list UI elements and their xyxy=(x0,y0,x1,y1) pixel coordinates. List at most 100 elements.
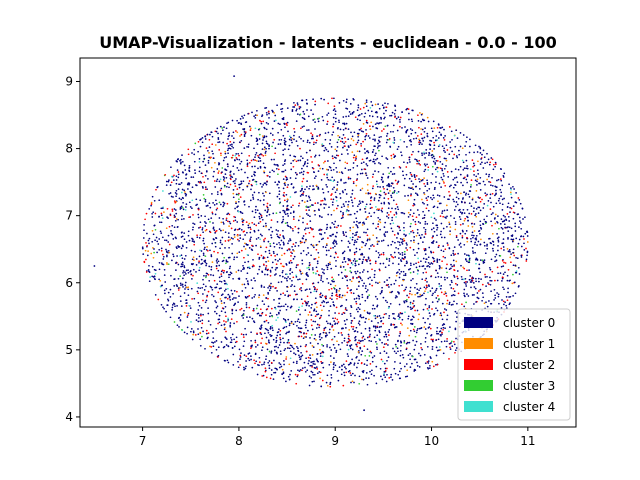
scatter-point xyxy=(202,187,204,189)
scatter-point xyxy=(199,145,202,148)
scatter-point xyxy=(301,99,303,102)
scatter-point xyxy=(247,146,250,148)
scatter-point xyxy=(238,158,241,161)
scatter-point xyxy=(269,315,271,318)
scatter-point xyxy=(291,252,293,255)
scatter-point xyxy=(316,368,319,370)
scatter-point xyxy=(238,227,241,230)
scatter-point xyxy=(368,294,371,296)
scatter-point xyxy=(436,126,439,129)
scatter-point xyxy=(385,258,388,261)
scatter-point xyxy=(264,367,267,370)
scatter-point xyxy=(167,249,170,252)
scatter-point xyxy=(299,215,301,218)
scatter-point xyxy=(303,113,306,115)
scatter-point xyxy=(405,348,408,351)
scatter-point xyxy=(399,332,402,335)
scatter-point xyxy=(444,327,446,330)
scatter-point xyxy=(318,336,321,338)
scatter-point xyxy=(212,345,215,348)
scatter-point xyxy=(243,203,246,206)
scatter-point xyxy=(176,169,179,171)
scatter-point xyxy=(343,142,345,145)
scatter-point xyxy=(409,301,412,304)
scatter-point xyxy=(202,194,205,196)
scatter-point xyxy=(462,197,464,199)
scatter-point xyxy=(220,187,223,190)
scatter-point xyxy=(486,178,488,181)
scatter-point xyxy=(386,138,389,141)
scatter-point xyxy=(205,276,207,279)
scatter-point xyxy=(307,252,310,254)
scatter-point xyxy=(351,189,354,192)
scatter-point xyxy=(422,265,425,267)
scatter-point xyxy=(474,241,477,244)
scatter-point xyxy=(236,256,238,259)
scatter-point xyxy=(213,180,216,182)
scatter-point xyxy=(334,312,336,314)
scatter-point xyxy=(392,323,395,326)
scatter-point xyxy=(515,270,518,272)
scatter-point xyxy=(179,206,182,209)
scatter-point xyxy=(251,194,254,196)
scatter-point xyxy=(431,301,434,303)
scatter-point xyxy=(326,345,328,348)
scatter-point xyxy=(354,262,357,265)
scatter-point xyxy=(293,106,296,108)
scatter-point xyxy=(232,277,234,280)
scatter-point xyxy=(383,202,386,205)
scatter-point xyxy=(391,182,394,185)
scatter-point xyxy=(177,171,180,173)
scatter-point xyxy=(204,164,207,166)
scatter-point xyxy=(220,324,223,327)
scatter-point xyxy=(387,166,390,169)
scatter-point xyxy=(478,290,480,292)
scatter-point xyxy=(374,123,377,126)
scatter-point xyxy=(197,150,199,153)
scatter-point xyxy=(280,138,283,141)
scatter-point xyxy=(294,342,296,345)
scatter-point xyxy=(169,316,172,319)
scatter-point xyxy=(218,180,221,183)
scatter-point xyxy=(275,119,277,122)
scatter-point xyxy=(415,175,418,177)
scatter-point xyxy=(271,127,274,130)
scatter-point xyxy=(240,333,243,335)
scatter-point xyxy=(279,333,281,336)
scatter-point xyxy=(355,272,357,275)
scatter-point xyxy=(355,155,358,158)
scatter-point xyxy=(341,214,344,217)
scatter-point xyxy=(354,270,357,273)
scatter-point xyxy=(387,102,389,105)
scatter-point xyxy=(227,135,230,138)
scatter-point xyxy=(215,267,218,270)
scatter-point xyxy=(335,154,338,157)
scatter-point xyxy=(432,365,435,368)
scatter-point xyxy=(311,135,314,138)
scatter-point xyxy=(239,210,242,213)
scatter-point xyxy=(312,244,315,247)
scatter-point xyxy=(473,207,475,209)
scatter-point xyxy=(501,209,504,211)
scatter-point xyxy=(432,136,435,139)
scatter-point xyxy=(181,188,184,191)
scatter-point xyxy=(357,322,360,325)
scatter-point xyxy=(334,148,337,151)
scatter-point xyxy=(471,277,473,280)
scatter-point xyxy=(303,336,306,338)
scatter-point xyxy=(169,184,172,186)
scatter-point xyxy=(268,350,271,353)
scatter-point xyxy=(454,282,457,285)
scatter-point xyxy=(182,271,184,274)
scatter-point xyxy=(239,237,242,239)
scatter-point xyxy=(251,317,254,320)
scatter-point xyxy=(470,286,472,289)
scatter-point xyxy=(308,268,311,271)
scatter-point xyxy=(510,261,512,264)
scatter-point xyxy=(397,263,400,265)
scatter-point xyxy=(484,183,486,186)
scatter-point xyxy=(180,254,183,257)
scatter-point xyxy=(445,292,447,295)
scatter-point xyxy=(463,253,466,255)
scatter-point xyxy=(361,296,364,299)
